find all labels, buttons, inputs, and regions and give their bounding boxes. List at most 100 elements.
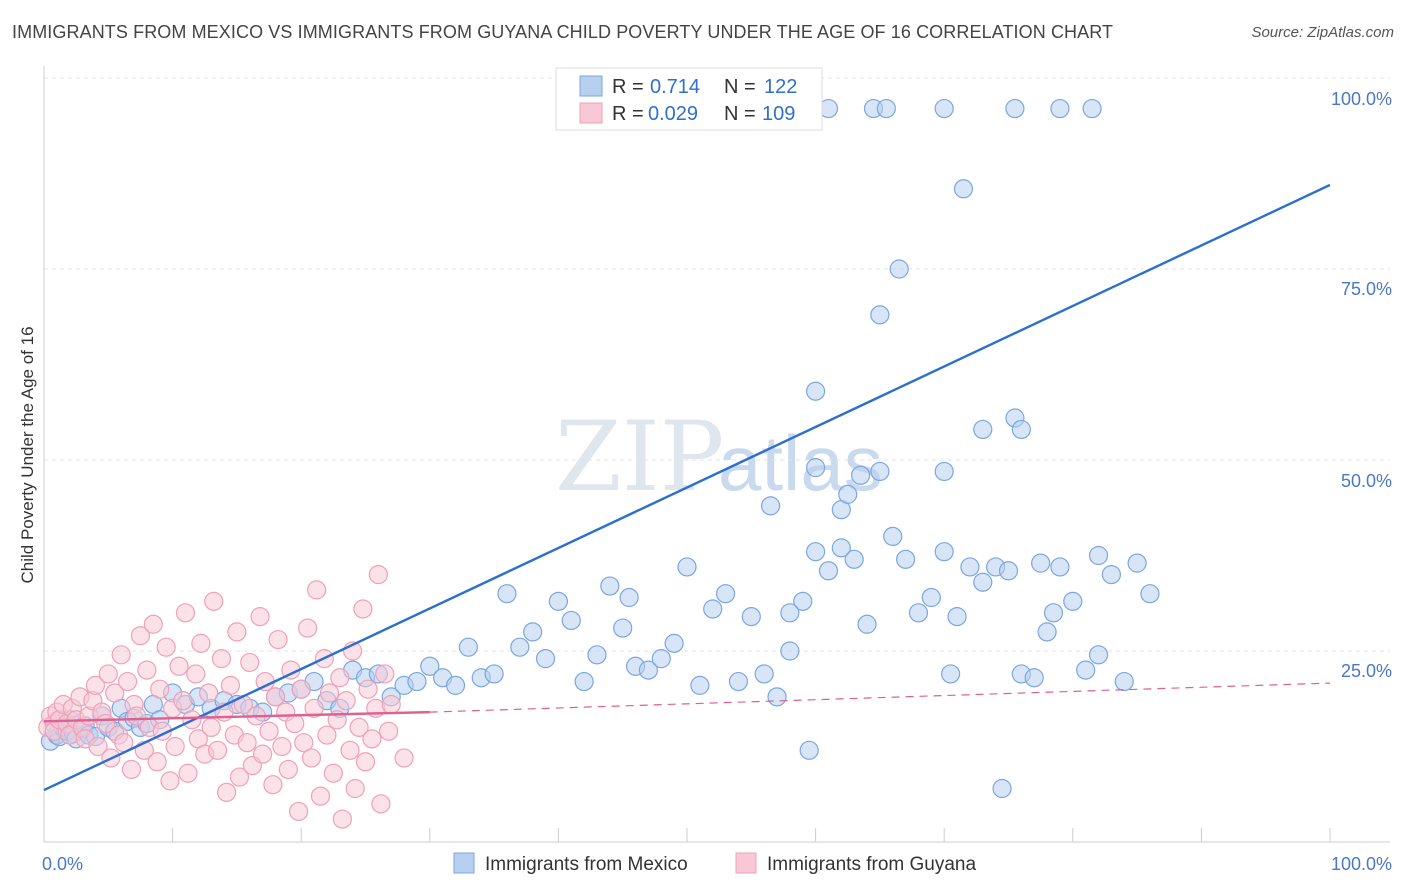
guyana-point-79: [291, 679, 311, 699]
guyana-point-25: [117, 671, 138, 692]
guyana-point-94: [340, 740, 360, 760]
guyana-point-91: [330, 668, 350, 688]
chart-title: IMMIGRANTS FROM MEXICO VS IMMIGRANTS FRO…: [12, 22, 1114, 42]
guyana-point-16: [88, 736, 108, 757]
guyana-point-34: [147, 752, 167, 772]
mexico-point-102: [992, 778, 1012, 799]
mexico-point-88: [998, 561, 1019, 581]
guyana-point-98: [353, 599, 373, 619]
mexico-point-56: [587, 645, 607, 665]
guyana-point-88: [319, 683, 340, 703]
mexico-point-111: [934, 461, 954, 482]
mexico-point-73: [805, 542, 826, 562]
guyana-point-50: [199, 683, 219, 703]
mexico-point-96: [1101, 564, 1121, 585]
guyana-point-108: [394, 748, 414, 768]
mexico-point-72: [793, 591, 813, 611]
guyana-point-42: [173, 691, 193, 711]
mexico-point-64: [690, 675, 710, 695]
mexico-point-106: [760, 496, 781, 516]
guyana-point-82: [301, 748, 322, 768]
x-tick-100: 100.0%: [1331, 854, 1392, 874]
guyana-point-96: [345, 778, 365, 799]
guyana-point-52: [204, 591, 224, 611]
guyana-point-81: [298, 618, 318, 638]
guyana-point-43: [175, 603, 196, 623]
mexico-point-113: [619, 587, 639, 608]
mexico-point-109: [870, 305, 890, 325]
guyana-point-15: [85, 675, 106, 695]
guyana-point-57: [220, 675, 241, 695]
guyana-point-104: [371, 794, 391, 814]
guyana-point-78: [289, 801, 309, 822]
legend-n-guyana: 109: [762, 103, 795, 125]
mexico-point-58: [613, 618, 633, 638]
mexico-point-112: [953, 179, 974, 199]
guyana-point-59: [227, 622, 247, 642]
guyana-point-66: [250, 607, 270, 627]
mexico-point-49: [497, 584, 517, 604]
mexico-point-42: [407, 671, 427, 692]
mexico-point-83: [934, 542, 954, 562]
guyana-point-77: [285, 713, 305, 734]
mexico-point-90: [1024, 668, 1044, 688]
legend-r-mexico: 0.714: [650, 76, 700, 98]
mexico-point-119: [1043, 603, 1064, 623]
bottom-swatch-mexico: [453, 852, 475, 874]
mexico-point-67: [728, 671, 749, 692]
mexico-point-69: [754, 664, 774, 684]
mexico-point-71: [780, 641, 800, 661]
mexico-point-50: [510, 637, 530, 657]
mexico-point-79: [883, 526, 903, 547]
guyana-point-89: [323, 763, 343, 783]
guyana-point-28: [126, 706, 147, 726]
mexico-point-125: [1005, 98, 1025, 119]
mexico-point-62: [664, 633, 684, 653]
mexico-point-117: [1011, 419, 1031, 440]
series-mexico-points: [40, 98, 1160, 799]
guyana-point-23: [111, 645, 131, 665]
mexico-point-127: [1082, 98, 1102, 119]
guyana-point-31: [137, 660, 157, 680]
guyana-point-69: [259, 721, 279, 741]
mexico-point-60: [638, 660, 659, 680]
mexico-point-108: [805, 458, 826, 478]
guyana-point-72: [268, 629, 288, 650]
y-tick-100: 100.0%: [1331, 89, 1392, 109]
mexico-point-105: [838, 484, 858, 504]
mexico-point-57: [600, 576, 620, 596]
trend-line-guyana-dashed: [429, 682, 1331, 713]
mexico-point-54: [561, 610, 581, 631]
guyana-point-100: [358, 679, 378, 699]
guyana-point-93: [336, 691, 356, 711]
mexico-point-51: [523, 622, 543, 642]
guyana-point-70: [263, 775, 283, 795]
mexico-point-104: [973, 419, 993, 440]
mexico-point-65: [703, 599, 723, 619]
guyana-point-26: [121, 759, 142, 780]
guyana-point-29: [130, 626, 151, 646]
trend-line-mexico: [43, 183, 1331, 792]
grid: [44, 77, 1390, 652]
mexico-point-93: [1063, 591, 1083, 611]
y-tick-50: 50.0%: [1341, 471, 1392, 491]
y-axis-label: Child Poverty Under the Age of 16: [18, 326, 37, 583]
mexico-point-92: [1050, 557, 1070, 577]
guyana-point-48: [191, 633, 211, 653]
legend-n-mexico: 122: [764, 76, 797, 98]
guyana-point-40: [165, 736, 185, 757]
guyana-point-97: [349, 717, 369, 738]
mexico-point-63: [677, 557, 697, 577]
mexico-point-48: [484, 664, 504, 684]
mexico-point-46: [458, 637, 478, 657]
guyana-point-73: [272, 736, 292, 757]
mexico-point-100: [799, 740, 819, 760]
mexico-point-74: [818, 561, 839, 581]
guyana-point-71: [265, 687, 286, 707]
legend-r-label-guyana: R =: [612, 103, 644, 125]
guyana-point-35: [150, 679, 170, 699]
guyana-point-54: [211, 649, 232, 669]
bottom-swatch-guyana: [735, 852, 757, 874]
mexico-point-107: [851, 465, 871, 485]
